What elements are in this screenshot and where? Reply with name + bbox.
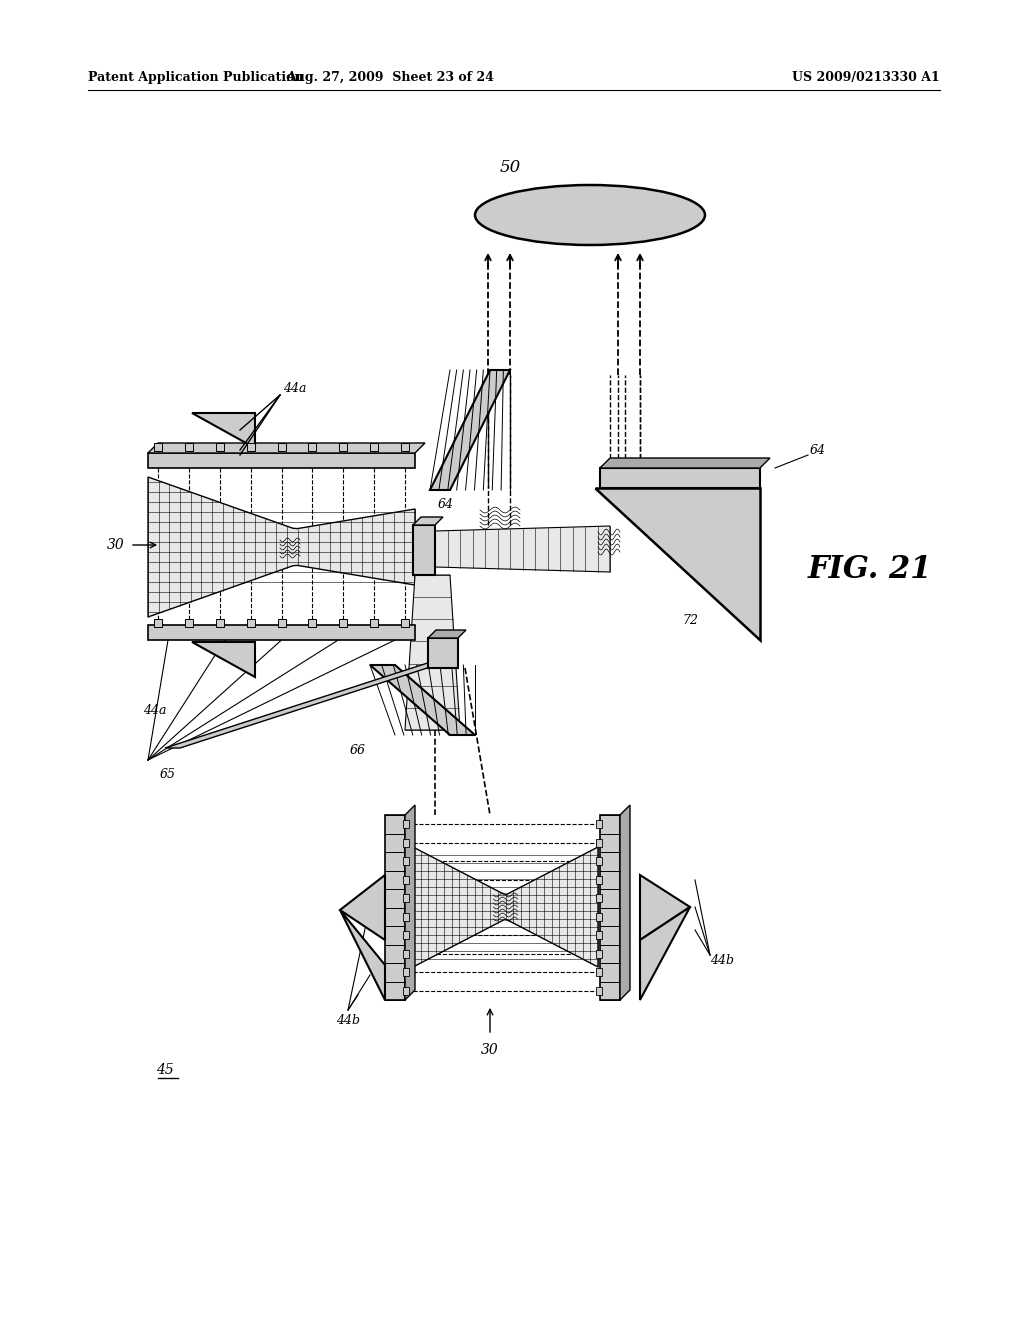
Text: 44b: 44b (710, 953, 734, 966)
Polygon shape (435, 525, 610, 572)
Text: Patent Application Publication: Patent Application Publication (88, 71, 303, 84)
Text: FIG. 21: FIG. 21 (808, 554, 932, 586)
Polygon shape (600, 458, 770, 469)
Polygon shape (640, 907, 690, 1001)
Bar (596, 912, 602, 921)
Bar (403, 875, 409, 884)
Text: 44b: 44b (336, 1014, 360, 1027)
Polygon shape (193, 642, 255, 677)
Bar (401, 444, 409, 451)
Polygon shape (148, 477, 415, 616)
Text: Aug. 27, 2009  Sheet 23 of 24: Aug. 27, 2009 Sheet 23 of 24 (286, 71, 494, 84)
Polygon shape (193, 413, 255, 447)
Text: 64: 64 (810, 444, 826, 457)
Bar (403, 950, 409, 958)
Polygon shape (370, 665, 475, 735)
Bar (370, 619, 378, 627)
Bar (403, 931, 409, 940)
Polygon shape (430, 370, 510, 490)
Polygon shape (148, 453, 415, 469)
Bar (370, 444, 378, 451)
Bar (403, 987, 409, 995)
Polygon shape (620, 805, 630, 1001)
Bar (413, 525, 435, 576)
Text: 72: 72 (682, 614, 698, 627)
Bar (596, 987, 602, 995)
Text: 50: 50 (500, 160, 521, 177)
Bar (403, 838, 409, 846)
Polygon shape (428, 638, 458, 668)
Bar (596, 857, 602, 865)
Text: 30: 30 (481, 1043, 499, 1057)
Bar (216, 444, 224, 451)
Bar (596, 875, 602, 884)
Text: 44a: 44a (143, 704, 167, 717)
Bar (308, 444, 316, 451)
Bar (185, 619, 193, 627)
Polygon shape (600, 469, 760, 488)
Ellipse shape (475, 185, 705, 246)
Bar (216, 619, 224, 627)
Bar (308, 619, 316, 627)
Bar (403, 857, 409, 865)
Text: 66: 66 (350, 743, 366, 756)
Bar (596, 931, 602, 940)
Polygon shape (595, 488, 760, 640)
Bar (600, 814, 620, 1001)
Bar (154, 619, 162, 627)
Bar (339, 619, 347, 627)
Text: 64: 64 (438, 499, 454, 511)
Bar (247, 619, 255, 627)
Bar (403, 820, 409, 828)
Bar (596, 969, 602, 977)
Text: US 2009/0213330 A1: US 2009/0213330 A1 (793, 71, 940, 84)
Bar (596, 838, 602, 846)
Polygon shape (640, 875, 690, 940)
Bar (403, 894, 409, 903)
Bar (403, 912, 409, 921)
Bar (154, 444, 162, 451)
Text: 45: 45 (156, 1063, 174, 1077)
Text: 44a: 44a (283, 381, 306, 395)
Polygon shape (340, 875, 385, 940)
Bar (401, 619, 409, 627)
Text: 30: 30 (108, 539, 125, 552)
Polygon shape (165, 659, 455, 748)
Bar (247, 444, 255, 451)
Polygon shape (428, 630, 466, 638)
Bar (596, 894, 602, 903)
Bar (596, 950, 602, 958)
Polygon shape (340, 909, 385, 1001)
Bar (185, 444, 193, 451)
Polygon shape (148, 624, 415, 640)
Polygon shape (406, 576, 460, 730)
Polygon shape (413, 847, 598, 968)
Polygon shape (406, 805, 415, 1001)
Polygon shape (148, 444, 425, 453)
Bar (278, 619, 286, 627)
Bar (278, 444, 286, 451)
Text: 65: 65 (160, 768, 176, 781)
Bar (403, 969, 409, 977)
Polygon shape (413, 517, 443, 525)
Bar (339, 444, 347, 451)
Bar (385, 814, 406, 1001)
Bar (596, 820, 602, 828)
